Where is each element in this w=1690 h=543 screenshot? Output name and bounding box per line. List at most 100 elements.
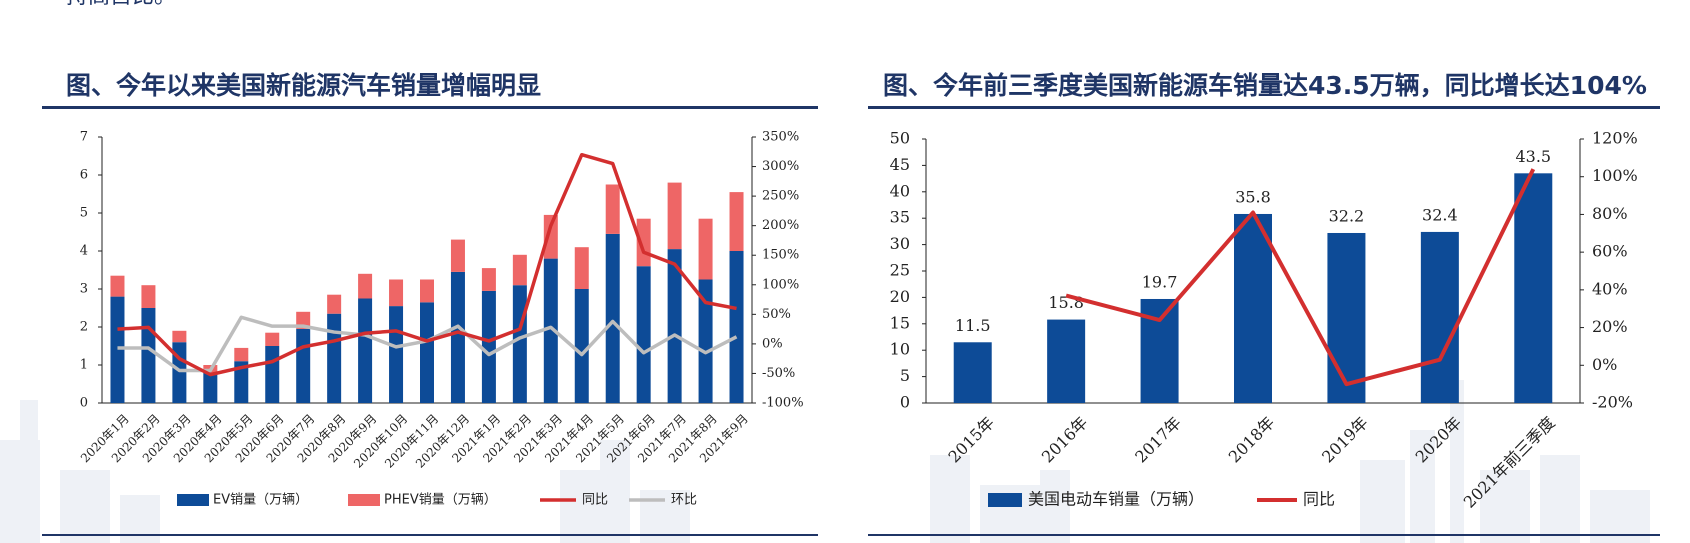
right-tick-label: 100% [1592, 166, 1638, 185]
yoy-line [1065, 168, 1536, 387]
ev-bar [729, 251, 744, 403]
skyline-building-11 [1410, 430, 1435, 543]
skyline-building-12 [1450, 380, 1464, 543]
ev-bar [327, 313, 342, 403]
phev-bar [141, 285, 156, 308]
left-tick-label: 20 [890, 287, 910, 306]
left-tick-label: 15 [890, 313, 910, 332]
left-bottom-rule [42, 534, 818, 536]
sales-bar [1327, 232, 1366, 403]
x-tick-label: 2017年 [1131, 413, 1185, 467]
x-tick-label: 2019年 [1318, 413, 1372, 467]
left-tick-label: 35 [890, 208, 910, 227]
sales-bar [953, 342, 992, 403]
phev-bar [729, 192, 744, 251]
legend-swatch [988, 493, 1022, 507]
right-tick-label: 80% [1592, 204, 1628, 223]
top-paragraph-text: 持高占比。 [66, 0, 176, 10]
right-bottom-rule [868, 534, 1660, 536]
yoy-line [117, 152, 737, 377]
right-tick-label: 300% [762, 159, 799, 174]
left-tick-label: 2 [80, 320, 88, 335]
skyline-building-2 [60, 470, 110, 543]
ev-bar [110, 296, 125, 403]
left-tick-label: 45 [890, 155, 910, 174]
phev-bar [234, 347, 249, 362]
legend-label: 美国电动车销量（万辆） [1028, 490, 1204, 509]
ev-bar [667, 249, 682, 403]
legend-swatch [348, 494, 380, 506]
ev-bar [420, 302, 434, 403]
left-tick-label: 1 [80, 358, 88, 373]
right-tick-label: 0% [1592, 355, 1617, 374]
right-tick-label: 60% [1592, 242, 1628, 261]
legend-swatch [177, 494, 209, 506]
right-tick-label: -50% [762, 366, 795, 381]
ev-bar [481, 290, 496, 403]
sales-bar [1420, 231, 1459, 403]
phev-bar [420, 279, 434, 303]
skyline-building-9 [1040, 470, 1070, 543]
bar-value-label: 35.8 [1235, 187, 1271, 206]
right-tick-label: 100% [762, 277, 799, 292]
phev-bar [543, 214, 558, 259]
phev-bar [358, 273, 373, 299]
left-tick-label: 6 [80, 168, 88, 183]
left-tick-label: 40 [890, 181, 910, 200]
right-tick-label: 20% [1592, 317, 1628, 336]
legend-label: 环比 [671, 493, 697, 508]
ev-bar [605, 233, 620, 403]
ev-bar [358, 298, 373, 403]
right-tick-label: 200% [762, 218, 799, 233]
phev-bar [265, 332, 280, 346]
left-tick-label: 3 [80, 282, 88, 297]
right-tick-label: 150% [762, 248, 799, 263]
x-tick-label: 2020年 [1412, 413, 1466, 467]
sales-bar [1514, 173, 1553, 403]
sales-bar [1047, 319, 1086, 403]
legend-label: 同比 [582, 493, 608, 508]
left-tick-label: 10 [890, 340, 910, 359]
left-tick-label: 4 [80, 244, 88, 259]
left-tick-label: 5 [80, 206, 88, 221]
right-chart-title: 图、今年前三季度美国新能源车销量达43.5万辆，同比增长达104% [883, 71, 1647, 100]
ev-bar [450, 271, 465, 403]
ev-bar [543, 258, 558, 403]
phev-bar [481, 268, 496, 291]
left-tick-label: 5 [900, 366, 910, 385]
left-tick-label: 7 [80, 130, 88, 145]
bar-value-label: 19.7 [1142, 272, 1178, 291]
x-tick-label: 2021年前三季度 [1460, 413, 1559, 512]
left-tick-label: 0 [900, 393, 910, 412]
phev-bar [327, 294, 342, 314]
phev-bar [605, 184, 620, 234]
right-tick-label: 120% [1592, 129, 1638, 148]
right-tick-label: 40% [1592, 279, 1628, 298]
bar-value-label: 11.5 [955, 316, 991, 335]
skyline-building-1 [20, 400, 38, 543]
left-tick-label: 25 [890, 261, 910, 280]
bar-value-label: 32.2 [1329, 206, 1365, 225]
legend-label: EV销量（万辆） [213, 493, 308, 508]
phev-bar [389, 279, 404, 307]
x-tick-label: 2016年 [1038, 413, 1092, 467]
right-tick-label: -20% [1592, 393, 1633, 412]
right-tick-label: -100% [762, 396, 804, 411]
skyline-building-13 [1480, 470, 1530, 543]
right-title-rule [868, 106, 1660, 109]
skyline-building-10 [1360, 460, 1405, 543]
ev-bar [698, 279, 713, 403]
x-tick-label: 2015年 [944, 413, 998, 467]
right-tick-label: 350% [762, 130, 799, 145]
left-tick-label: 0 [80, 396, 88, 411]
right-tick-label: 0% [762, 336, 783, 351]
left-chart-title: 图、今年以来美国新能源汽车销量增幅明显 [66, 71, 542, 100]
ev-bar [574, 289, 589, 403]
left-tick-label: 50 [890, 129, 910, 148]
skyline-building-14 [1540, 455, 1580, 543]
phev-bar [698, 218, 713, 280]
bar-value-label: 32.4 [1422, 205, 1458, 224]
phev-bar [450, 239, 465, 272]
